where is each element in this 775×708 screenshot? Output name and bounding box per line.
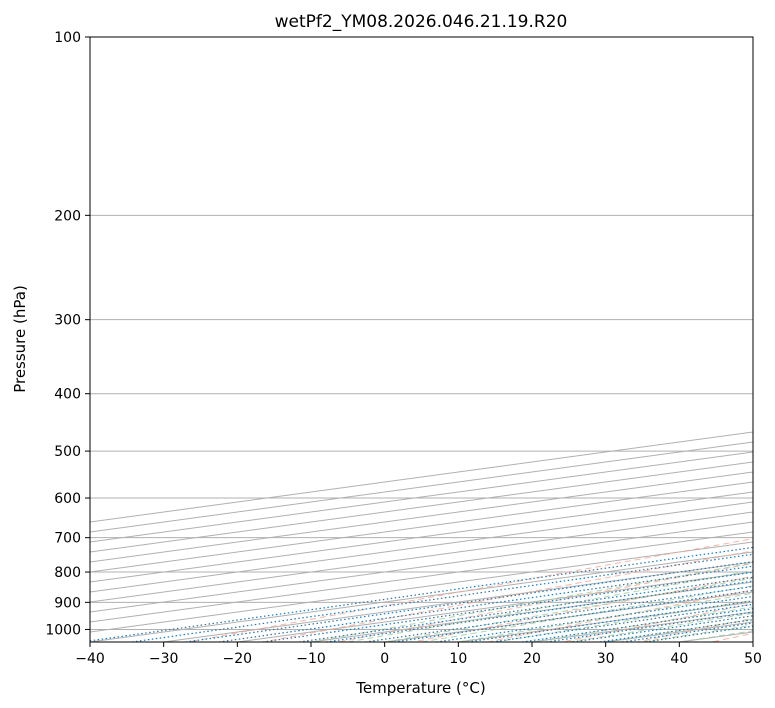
x-axis-label: Temperature (°C)	[355, 679, 485, 697]
mixing-ratio-line	[131, 553, 753, 642]
y-tick-label: 200	[54, 208, 81, 224]
y-tick-label: 600	[54, 491, 81, 507]
x-tick-label: 10	[449, 651, 467, 667]
isotherm-line	[90, 451, 753, 543]
isotherm-line	[90, 471, 753, 563]
isotherm-line	[90, 481, 753, 573]
x-tick-label: −10	[296, 651, 326, 667]
plot-frame	[89, 36, 754, 643]
y-axis-label: Pressure (hPa)	[11, 285, 29, 393]
plot-area: -100-90-80-70-60-50-40-30-20-10010203040…	[90, 37, 753, 642]
isotherm-line	[90, 461, 753, 553]
moist-adiabat	[458, 592, 753, 642]
x-tick-label: −20	[223, 651, 253, 667]
y-tick-label: 900	[54, 595, 81, 611]
x-tick-label: 30	[597, 651, 615, 667]
chart-title: wetPf2_YM08.2026.046.21.19.R20	[275, 12, 568, 32]
y-tick-label: 300	[54, 313, 81, 329]
x-tick-label: −30	[149, 651, 179, 667]
y-tick-label: 700	[54, 531, 81, 547]
y-tick-label: 400	[54, 387, 81, 403]
y-tick-label: 500	[54, 444, 81, 460]
x-tick-label: 20	[523, 651, 541, 667]
mixing-ratio-line	[467, 600, 753, 642]
mixing-ratio-line	[492, 603, 753, 642]
isotherm-line	[90, 511, 753, 603]
mixing-ratio-line	[90, 546, 753, 642]
isotherm-line	[90, 531, 753, 623]
x-tick-label: 40	[670, 651, 688, 667]
isotherm-line	[90, 491, 753, 583]
mixing-ratio-line	[522, 608, 753, 642]
mixing-ratio-line	[436, 595, 753, 642]
x-tick-label: 0	[380, 651, 389, 667]
y-tick-label: 100	[54, 30, 81, 46]
x-axis: −40 −30 −20 −10 0 10 20 30 40 50	[75, 642, 762, 667]
moist-adiabat	[347, 569, 753, 642]
y-tick-label: 1000	[45, 622, 81, 638]
isotherm-line	[90, 521, 753, 613]
y-axis: 100 200 300 400 500 600 700 800 900 1000	[45, 30, 90, 638]
moist-adiabat	[495, 599, 753, 642]
x-tick-label: 50	[744, 651, 762, 667]
y-tick-label: 800	[54, 565, 81, 581]
mixing-ratio-line	[185, 561, 753, 642]
moist-adiabat	[384, 577, 753, 642]
x-tick-label: −40	[75, 651, 105, 667]
isotherm-line	[90, 501, 753, 593]
